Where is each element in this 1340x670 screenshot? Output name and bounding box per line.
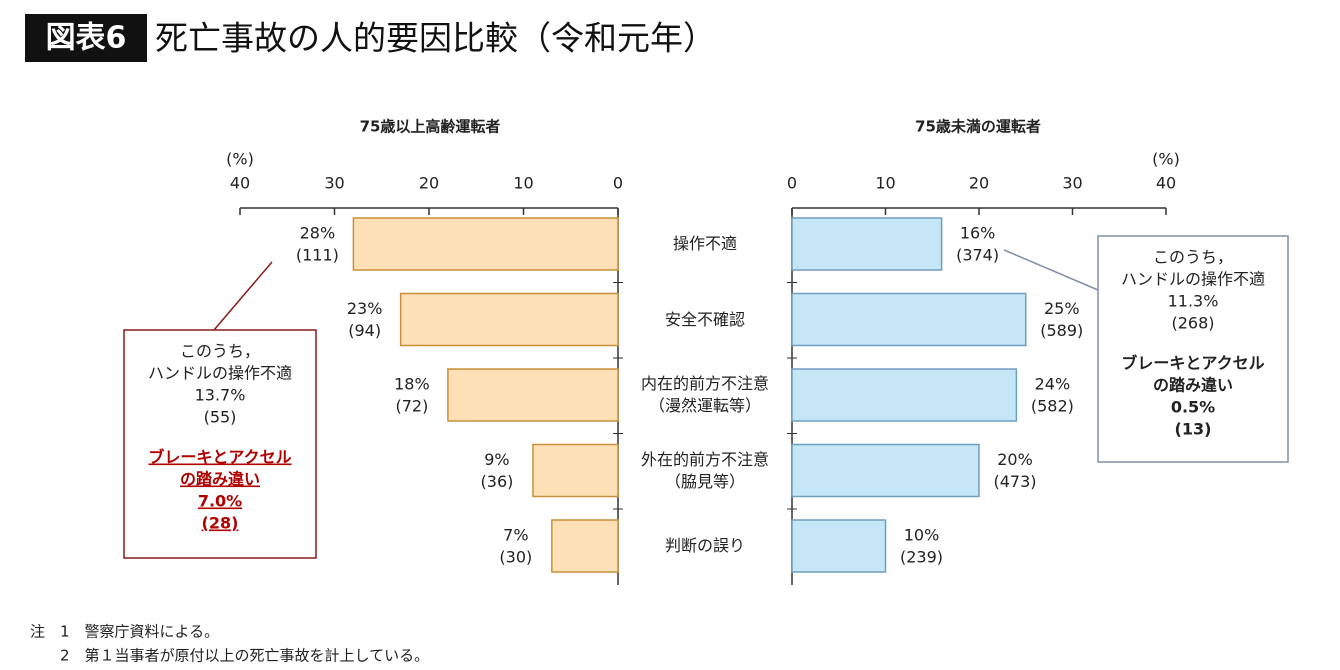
bar: [551, 519, 619, 573]
callout-text: このうち，: [180, 342, 260, 361]
callout-text: 11.3%: [1168, 292, 1219, 311]
bar: [791, 368, 1018, 422]
callout-highlight: の踏み違い: [180, 470, 260, 489]
x-tick-label: 40: [1156, 174, 1176, 193]
callout-highlight: (13): [1175, 420, 1212, 439]
axis-unit: (%): [1152, 150, 1180, 169]
bar: [447, 368, 619, 422]
count-label: (589): [1040, 321, 1083, 340]
callout-highlight: 0.5%: [1171, 398, 1215, 417]
callout-text: ハンドルの操作不適: [1121, 270, 1265, 289]
x-tick-label: 20: [419, 174, 439, 193]
callout-connector: [213, 261, 273, 331]
x-tick-label: 30: [1062, 174, 1082, 193]
category-label: 内在的前方不注意 （漫然運転等）: [640, 374, 769, 415]
bar: [791, 292, 1027, 347]
value-label: 10%: [904, 526, 940, 545]
value-label: 16%: [960, 224, 996, 243]
bar: [399, 292, 619, 347]
chart-subtitle: 75歳未満の運転者: [915, 118, 1041, 136]
count-label: (473): [993, 472, 1036, 491]
category-label: 安全不確認: [664, 309, 745, 329]
note: 注 1 警察庁資料による。: [30, 623, 219, 641]
callout-box: [123, 329, 317, 559]
title: 死亡事故の人的要因比較（令和元年）: [155, 19, 716, 58]
count-label: (72): [395, 397, 428, 416]
callout-text: このうち，: [1153, 248, 1233, 267]
callout-highlight: 7.0%: [198, 492, 242, 511]
x-tick-label: 0: [787, 174, 797, 193]
bar: [352, 217, 619, 271]
callout-text: (268): [1171, 314, 1214, 333]
callout-highlight: (28): [202, 514, 239, 533]
value-label: 25%: [1044, 299, 1080, 318]
callout-connector: [1003, 249, 1099, 291]
title-badge: 図表6: [46, 21, 127, 56]
x-tick-label: 0: [613, 174, 623, 193]
callout-text: 13.7%: [195, 386, 246, 405]
count-label: (582): [1031, 397, 1074, 416]
x-tick-label: 30: [324, 174, 344, 193]
x-tick-label: 40: [230, 174, 250, 193]
count-label: (111): [296, 246, 339, 265]
note: 2 第１当事者が原付以上の死亡事故を計上している。: [30, 647, 429, 665]
callout-highlight: ブレーキとアクセル: [1121, 354, 1264, 373]
title-badge-bg: [25, 14, 147, 62]
callout-text: ハンドルの操作不適: [148, 364, 292, 383]
count-label: (94): [348, 321, 381, 340]
callout-highlight: ブレーキとアクセル: [148, 448, 291, 467]
value-label: 7%: [503, 526, 528, 545]
bar: [791, 519, 887, 573]
x-tick-label: 10: [513, 174, 533, 193]
x-tick-label: 10: [875, 174, 895, 193]
category-label: 外在的前方不注意 （脇見等）: [640, 449, 769, 491]
count-label: (239): [900, 548, 943, 567]
bar: [791, 443, 980, 498]
callout-text: (55): [204, 408, 237, 427]
callout-highlight: の踏み違い: [1153, 376, 1233, 395]
x-tick-label: 20: [969, 174, 989, 193]
count-label: (374): [956, 246, 999, 265]
value-label: 23%: [347, 299, 383, 318]
value-label: 9%: [484, 450, 509, 469]
value-label: 20%: [997, 450, 1033, 469]
chart-subtitle: 75歳以上高齢運転者: [360, 118, 501, 136]
axis-unit: (%): [226, 150, 254, 169]
callout-box: [1097, 235, 1289, 463]
bar: [532, 443, 619, 498]
bar: [791, 217, 943, 271]
category-label: 判断の誤り: [664, 536, 745, 555]
value-label: 24%: [1035, 375, 1071, 394]
count-label: (30): [499, 548, 532, 567]
value-label: 28%: [300, 224, 336, 243]
category-label: 操作不適: [672, 234, 737, 253]
count-label: (36): [481, 472, 514, 491]
value-label: 18%: [394, 375, 430, 394]
